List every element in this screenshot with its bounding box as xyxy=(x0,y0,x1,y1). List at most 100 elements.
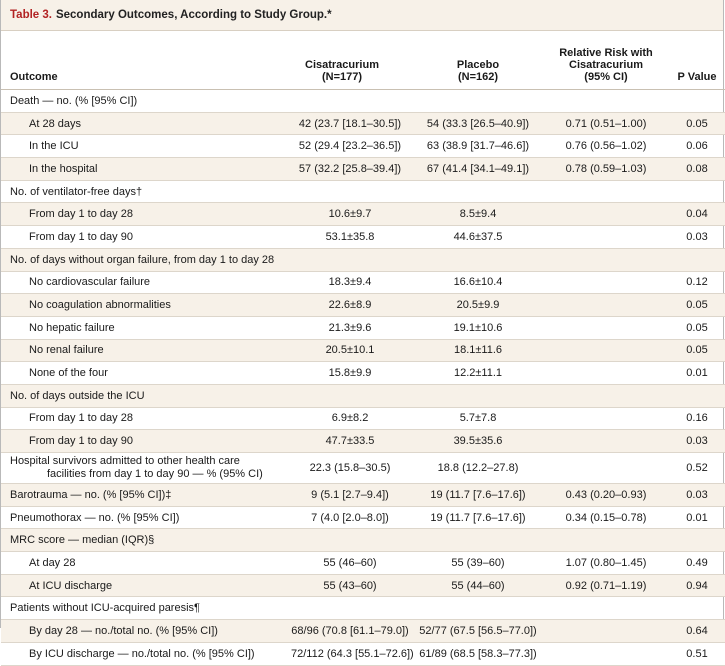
table-row: By day 28 — no./total no. (% [95% CI]) 68… xyxy=(1,619,725,643)
relative-risk-value xyxy=(543,384,669,408)
p-value: 0.49 xyxy=(669,551,725,575)
table-title-bar: Table 3. Secondary Outcomes, According t… xyxy=(1,0,723,31)
placebo-value xyxy=(413,528,543,553)
cisatracurium-value: 55 (46–60) xyxy=(271,551,413,575)
p-value: 0.03 xyxy=(669,483,725,507)
header-cisatracurium: Cisatracurium (N=177) xyxy=(271,31,413,90)
row-label: No coagulation abnormalities xyxy=(1,293,271,317)
placebo-value: 20.5±9.9 xyxy=(413,293,543,317)
p-value xyxy=(669,596,725,621)
row-label-line1: Hospital survivors admitted to other hea… xyxy=(10,455,240,467)
table-row: No. of ventilator-free days† xyxy=(1,180,725,204)
relative-risk-value xyxy=(543,407,669,431)
placebo-value: 54 (33.3 [26.5–40.9]) xyxy=(413,112,543,136)
relative-risk-value xyxy=(543,429,669,453)
table-row: No renal failure 20.5±10.1 18.1±11.6 0.05 xyxy=(1,339,725,363)
placebo-value xyxy=(413,180,543,204)
table-title: Secondary Outcomes, According to Study G… xyxy=(55,9,332,21)
cisatracurium-value: 18.3±9.4 xyxy=(271,271,413,295)
cisatracurium-value: 20.5±10.1 xyxy=(271,339,413,363)
p-value: 0.64 xyxy=(669,619,725,643)
placebo-value: 63 (38.9 [31.7–46.6]) xyxy=(413,134,543,159)
p-value: 0.05 xyxy=(669,293,725,317)
row-label: No hepatic failure xyxy=(1,316,271,340)
placebo-value: 44.6±37.5 xyxy=(413,225,543,249)
p-value: 0.05 xyxy=(669,316,725,340)
cisatracurium-value xyxy=(271,384,413,408)
relative-risk-value xyxy=(543,316,669,340)
cisatracurium-value: 47.7±33.5 xyxy=(271,429,413,453)
placebo-value xyxy=(413,596,543,621)
header-placebo: Placebo (N=162) xyxy=(413,31,543,90)
relative-risk-value: 0.76 (0.56–1.02) xyxy=(543,134,669,159)
table-row: At day 28 55 (46–60) 55 (39–60) 1.07 (0.80–… xyxy=(1,551,725,575)
placebo-value: 12.2±11.1 xyxy=(413,361,543,385)
table-row: No hepatic failure 21.3±9.6 19.1±10.6 0.05 xyxy=(1,316,725,340)
table-row: At ICU discharge 55 (43–60) 55 (44–60) 0.92… xyxy=(1,574,725,598)
header-rr-line1: Relative Risk with xyxy=(559,47,653,59)
header-placebo-name: Placebo xyxy=(456,59,500,71)
relative-risk-value xyxy=(543,361,669,385)
cisatracurium-value xyxy=(271,596,413,621)
cisatracurium-value: 53.1±35.8 xyxy=(271,225,413,249)
p-value xyxy=(669,528,725,553)
header-relative-risk: Relative Risk with Cisatracurium (95% CI… xyxy=(543,31,669,90)
p-value: 0.04 xyxy=(669,202,725,227)
row-label: From day 1 to day 28 xyxy=(1,407,271,431)
row-label: By ICU discharge — no./total no. (% [95%… xyxy=(1,642,271,666)
cisatracurium-value: 21.3±9.6 xyxy=(271,316,413,340)
cisatracurium-value: 42 (23.7 [18.1–30.5]) xyxy=(271,112,413,136)
relative-risk-value: 0.43 (0.20–0.93) xyxy=(543,483,669,507)
placebo-value: 55 (39–60) xyxy=(413,551,543,575)
cisatracurium-value xyxy=(271,528,413,553)
p-value: 0.08 xyxy=(669,157,725,181)
placebo-value xyxy=(413,89,543,113)
relative-risk-value xyxy=(543,89,669,113)
relative-risk-value xyxy=(543,642,669,666)
p-value xyxy=(669,384,725,408)
row-label: In the hospital xyxy=(1,157,271,181)
relative-risk-value: 0.78 (0.59–1.03) xyxy=(543,157,669,181)
table-row: Hospital survivors admitted to other hea… xyxy=(1,452,725,484)
p-value: 0.16 xyxy=(669,407,725,431)
p-value: 0.52 xyxy=(669,452,725,484)
cisatracurium-value: 10.6±9.7 xyxy=(271,202,413,227)
p-value: 0.01 xyxy=(669,361,725,385)
cisatracurium-value: 15.8±9.9 xyxy=(271,361,413,385)
cisatracurium-value: 22.3 (15.8–30.5) xyxy=(271,452,413,484)
header-rr-line2: Cisatracurium xyxy=(569,59,643,71)
table-row: Pneumothorax — no. (% [95% CI]) 7 (4.0 [2… xyxy=(1,506,725,530)
table-row: At 28 days 42 (23.7 [18.1–30.5]) 54 (33.3 … xyxy=(1,112,725,136)
placebo-value: 18.8 (12.2–27.8) xyxy=(413,452,543,484)
header-placebo-n: (N=162) xyxy=(457,71,499,83)
p-value xyxy=(669,248,725,272)
p-value: 0.94 xyxy=(669,574,725,598)
placebo-value: 61/89 (68.5 [58.3–77.3]) xyxy=(413,642,543,666)
p-value: 0.03 xyxy=(669,225,725,249)
p-value: 0.12 xyxy=(669,271,725,295)
row-label: At day 28 xyxy=(1,551,271,575)
relative-risk-value: 0.34 (0.15–0.78) xyxy=(543,506,669,530)
table-number: Table 3. xyxy=(10,9,52,21)
table-row: Death — no. (% [95% CI]) xyxy=(1,89,725,113)
row-label: No. of days outside the ICU xyxy=(1,384,271,408)
table-row: In the ICU 52 (29.4 [23.2–36.5]) 63 (38.9 … xyxy=(1,134,725,159)
placebo-value: 16.6±10.4 xyxy=(413,271,543,295)
row-label: No. of days without organ failure, from … xyxy=(1,248,274,272)
relative-risk-value xyxy=(543,596,669,621)
p-value xyxy=(669,89,725,113)
cisatracurium-value: 52 (29.4 [23.2–36.5]) xyxy=(271,134,413,159)
table-row: From day 1 to day 90 53.1±35.8 44.6±37.5 0.… xyxy=(1,225,725,249)
relative-risk-value xyxy=(543,225,669,249)
row-label: By day 28 — no./total no. (% [95% CI]) xyxy=(1,619,271,643)
table-row: No coagulation abnormalities 22.6±8.9 20.5… xyxy=(1,293,725,317)
row-label: None of the four xyxy=(1,361,271,385)
relative-risk-value: 0.71 (0.51–1.00) xyxy=(543,112,669,136)
row-label: No cardiovascular failure xyxy=(1,271,271,295)
row-label: Pneumothorax — no. (% [95% CI]) xyxy=(1,506,271,530)
table-row: None of the four 15.8±9.9 12.2±11.1 0.01 xyxy=(1,361,725,385)
table-row: In the hospital 57 (32.2 [25.8–39.4]) 67 (… xyxy=(1,157,725,181)
cisatracurium-value: 68/96 (70.8 [61.1–79.0]) xyxy=(271,619,413,643)
cisatracurium-value: 72/112 (64.3 [55.1–72.6]) xyxy=(271,642,414,666)
row-label: No renal failure xyxy=(1,339,271,363)
